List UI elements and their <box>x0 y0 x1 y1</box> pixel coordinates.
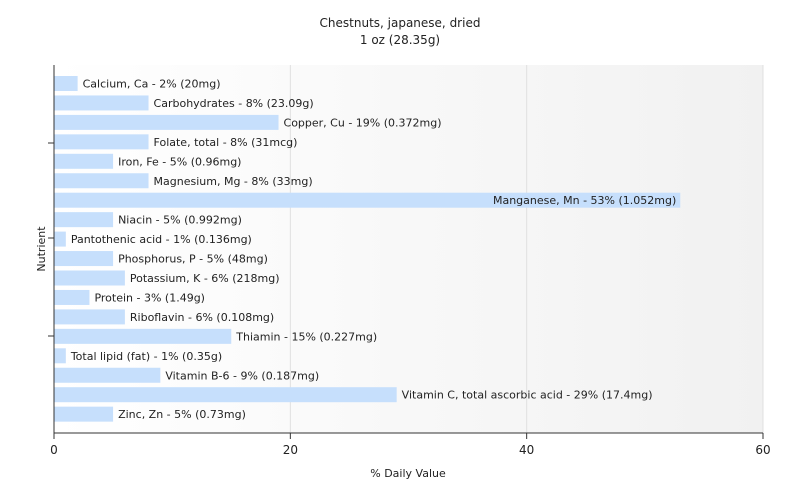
y-axis-ticks <box>48 142 54 337</box>
bar <box>54 114 279 130</box>
bar <box>54 328 232 344</box>
x-tick-label: 0 <box>50 443 58 457</box>
bar-label: Pantothenic acid - 1% (0.136mg) <box>71 233 252 246</box>
bar <box>54 251 114 267</box>
bar-label: Folate, total - 8% (31mcg) <box>154 136 298 149</box>
bars <box>54 76 681 422</box>
x-tick-label: 60 <box>755 443 770 457</box>
bar <box>54 406 114 422</box>
bar-label: Iron, Fe - 5% (0.96mg) <box>118 155 241 168</box>
bar <box>54 212 114 228</box>
chart-title: Chestnuts, japanese, dried <box>320 16 481 30</box>
x-tick-label: 40 <box>519 443 534 457</box>
x-tick-label: 20 <box>283 443 298 457</box>
bar <box>54 270 125 286</box>
chart-subtitle: 1 oz (28.35g) <box>360 33 440 47</box>
bar <box>54 231 66 247</box>
bar <box>54 192 681 208</box>
bar <box>54 348 66 364</box>
bar <box>54 153 114 169</box>
bar-label: Zinc, Zn - 5% (0.73mg) <box>118 408 246 421</box>
bar-label: Vitamin C, total ascorbic acid - 29% (17… <box>402 389 653 402</box>
bar-label: Carbohydrates - 8% (23.09g) <box>154 97 314 110</box>
bar-labels: Calcium, Ca - 2% (20mg) Carbohydrates - 8… <box>70 78 676 422</box>
bar-label: Calcium, Ca - 2% (20mg) <box>83 78 221 91</box>
bar <box>54 173 149 189</box>
bar-label: Riboflavin - 6% (0.108mg) <box>130 311 274 324</box>
bar-label: Thiamin - 15% (0.227mg) <box>235 330 377 343</box>
bar <box>54 387 397 403</box>
bar <box>54 367 161 383</box>
bar-label: Magnesium, Mg - 8% (33mg) <box>154 175 313 188</box>
x-axis-label: % Daily Value <box>370 467 446 480</box>
bar <box>54 76 78 91</box>
bar-label: Potassium, K - 6% (218mg) <box>130 272 280 285</box>
bar-label: Phosphorus, P - 5% (48mg) <box>118 253 268 266</box>
bar-label: Vitamin B-6 - 9% (0.187mg) <box>165 369 319 382</box>
x-axis-ticks: 0 20 40 60 <box>50 433 771 457</box>
bar <box>54 309 125 325</box>
bar <box>54 95 149 111</box>
bar-label: Total lipid (fat) - 1% (0.35g) <box>70 350 222 363</box>
bar-label: Manganese, Mn - 53% (1.052mg) <box>493 194 676 207</box>
bar-label: Niacin - 5% (0.992mg) <box>118 214 242 227</box>
gridlines <box>289 65 764 433</box>
bar <box>54 134 149 150</box>
y-axis-label: Nutrient <box>35 226 48 272</box>
bar-label: Copper, Cu - 19% (0.372mg) <box>284 116 442 129</box>
bar <box>54 289 90 305</box>
bar-label: Protein - 3% (1.49g) <box>94 291 205 304</box>
